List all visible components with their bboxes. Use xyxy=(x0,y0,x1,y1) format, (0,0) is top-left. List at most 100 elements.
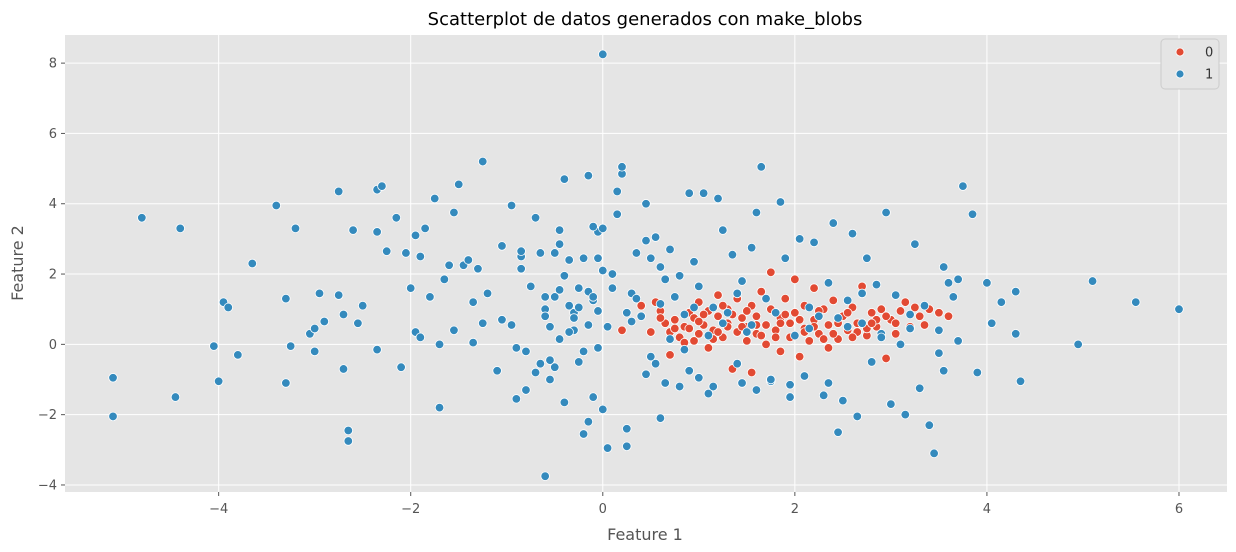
legend-label: 0 xyxy=(1205,46,1213,61)
data-point xyxy=(761,339,771,350)
data-point xyxy=(881,207,891,218)
data-point xyxy=(540,471,550,481)
data-point xyxy=(713,311,723,321)
data-point xyxy=(689,302,699,313)
data-point xyxy=(631,293,642,304)
data-point xyxy=(852,411,862,422)
data-point xyxy=(530,367,541,378)
data-point xyxy=(1011,329,1021,339)
data-point xyxy=(612,209,622,219)
y-tick-label: 4 xyxy=(49,197,57,212)
data-point xyxy=(890,318,901,328)
data-point xyxy=(823,320,834,330)
data-point xyxy=(1087,276,1098,286)
data-point xyxy=(285,341,296,351)
data-point xyxy=(905,323,915,334)
data-point xyxy=(818,334,829,344)
data-point xyxy=(809,283,819,293)
data-point xyxy=(506,200,517,211)
data-point xyxy=(900,297,910,307)
data-point xyxy=(545,374,555,385)
data-point xyxy=(674,271,685,281)
data-point xyxy=(372,227,382,237)
data-point xyxy=(809,237,819,248)
data-point xyxy=(934,348,944,358)
data-point xyxy=(847,332,858,343)
data-point xyxy=(602,322,613,332)
data-point xyxy=(823,278,834,288)
data-point xyxy=(554,239,565,249)
data-point xyxy=(309,323,320,334)
data-point xyxy=(770,332,781,343)
data-point xyxy=(646,327,656,337)
data-point xyxy=(516,264,526,274)
data-point xyxy=(550,248,560,258)
data-point xyxy=(718,318,728,328)
data-point xyxy=(919,300,930,311)
data-point xyxy=(828,295,838,306)
data-point xyxy=(617,325,627,335)
data-point xyxy=(780,309,790,320)
data-point xyxy=(593,343,603,353)
data-point xyxy=(842,322,853,332)
data-point xyxy=(660,274,670,285)
data-point xyxy=(593,253,603,263)
data-point xyxy=(511,394,522,404)
data-point xyxy=(876,332,886,343)
data-point xyxy=(948,292,959,302)
series-0 xyxy=(617,267,954,385)
data-point xyxy=(823,378,834,388)
data-point xyxy=(607,269,618,279)
data-point xyxy=(247,258,257,269)
data-point xyxy=(694,281,704,292)
data-point xyxy=(593,306,603,316)
data-point xyxy=(598,223,608,234)
data-point xyxy=(785,318,795,328)
data-point xyxy=(578,429,589,439)
data-point xyxy=(934,308,944,318)
data-point xyxy=(785,380,795,390)
data-point xyxy=(713,193,723,204)
data-point xyxy=(406,283,416,293)
data-point xyxy=(766,267,776,277)
data-point xyxy=(175,223,185,234)
data-point xyxy=(434,339,445,350)
data-point xyxy=(574,357,584,367)
legend-marker xyxy=(1175,69,1185,79)
data-point xyxy=(550,362,560,372)
data-point xyxy=(713,327,723,337)
chart-title: Scatterplot de datos generados con make_… xyxy=(428,9,863,30)
data-point xyxy=(996,297,1007,307)
data-point xyxy=(574,302,584,313)
data-point xyxy=(444,260,454,270)
data-point xyxy=(535,248,546,258)
data-point xyxy=(737,276,747,286)
data-point xyxy=(338,309,349,320)
data-point xyxy=(761,320,771,330)
data-point xyxy=(958,181,968,191)
data-point xyxy=(881,353,891,364)
data-point xyxy=(919,320,930,330)
data-point xyxy=(866,357,877,367)
data-point xyxy=(766,374,776,385)
data-point xyxy=(689,257,699,267)
data-point xyxy=(588,392,598,402)
data-point xyxy=(449,207,459,218)
data-point xyxy=(463,255,474,265)
data-point xyxy=(540,311,550,321)
data-point xyxy=(372,344,382,355)
legend: 01 xyxy=(1160,38,1220,90)
data-point xyxy=(804,336,814,346)
data-point xyxy=(670,315,680,325)
data-point xyxy=(430,193,440,204)
data-point xyxy=(554,285,565,295)
data-point xyxy=(866,308,877,318)
data-point xyxy=(439,274,450,285)
data-point xyxy=(794,234,805,244)
data-point xyxy=(468,337,478,348)
data-point xyxy=(857,318,867,328)
data-point xyxy=(617,162,627,172)
data-point xyxy=(679,344,690,355)
data-point xyxy=(708,381,718,392)
y-tick-label: 6 xyxy=(49,127,57,142)
